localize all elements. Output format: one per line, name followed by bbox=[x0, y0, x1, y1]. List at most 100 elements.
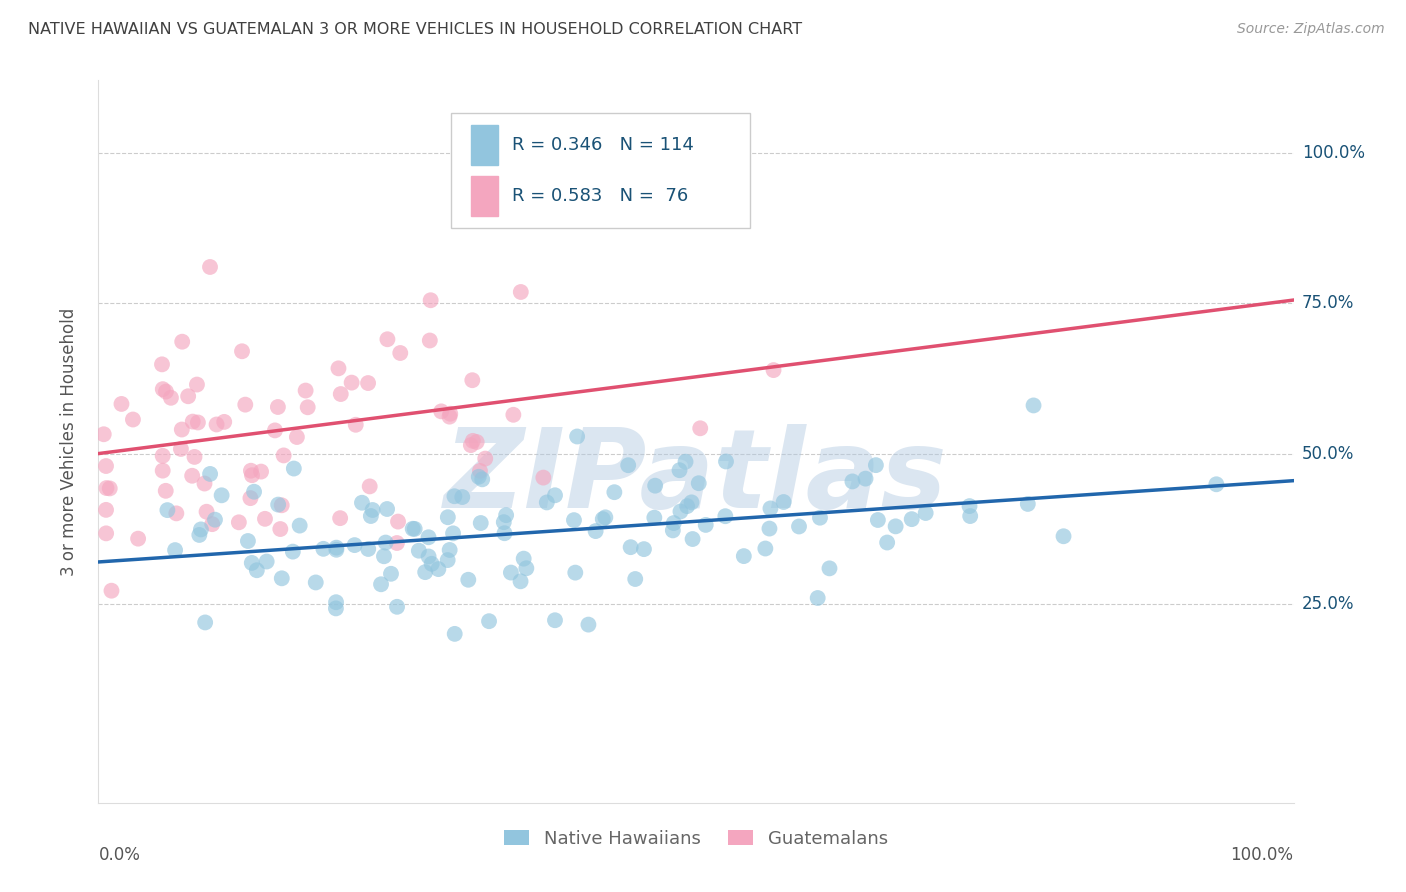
Point bbox=[165, 507, 187, 521]
Point bbox=[633, 542, 655, 557]
Point bbox=[436, 553, 458, 567]
Point bbox=[100, 583, 122, 598]
Point bbox=[150, 357, 173, 371]
Point bbox=[98, 482, 121, 496]
Point bbox=[194, 615, 217, 630]
Point bbox=[267, 498, 290, 512]
Point bbox=[329, 387, 352, 401]
Point bbox=[380, 566, 402, 581]
Point bbox=[509, 285, 531, 299]
Point bbox=[695, 517, 717, 532]
Point bbox=[181, 415, 204, 429]
Point bbox=[198, 467, 221, 481]
Point bbox=[377, 332, 399, 346]
Point bbox=[188, 528, 211, 542]
Point bbox=[211, 488, 233, 502]
Point bbox=[531, 470, 554, 484]
Point bbox=[617, 458, 640, 473]
Point bbox=[471, 472, 494, 486]
Point bbox=[644, 478, 666, 492]
Point bbox=[624, 572, 647, 586]
Point bbox=[841, 475, 863, 489]
Text: 0.0%: 0.0% bbox=[98, 847, 141, 864]
Point bbox=[759, 501, 782, 516]
Point bbox=[662, 516, 685, 530]
Point bbox=[183, 450, 205, 464]
Text: NATIVE HAWAIIAN VS GUATEMALAN 3 OR MORE VEHICLES IN HOUSEHOLD CORRELATION CHART: NATIVE HAWAIIAN VS GUATEMALAN 3 OR MORE … bbox=[28, 22, 803, 37]
Point bbox=[198, 260, 221, 274]
Point bbox=[461, 373, 484, 387]
Point bbox=[437, 510, 460, 524]
Point bbox=[305, 575, 328, 590]
Point bbox=[360, 509, 382, 524]
Point bbox=[855, 472, 877, 486]
Point bbox=[312, 541, 335, 556]
Point bbox=[359, 479, 381, 493]
FancyBboxPatch shape bbox=[451, 112, 749, 228]
Point bbox=[662, 524, 685, 538]
Point bbox=[374, 535, 396, 549]
Point bbox=[439, 543, 461, 558]
Y-axis label: 3 or more Vehicles in Household: 3 or more Vehicles in Household bbox=[59, 308, 77, 575]
Point bbox=[1205, 477, 1227, 491]
Point bbox=[212, 415, 235, 429]
Point bbox=[420, 557, 443, 571]
Text: 25.0%: 25.0% bbox=[1302, 595, 1354, 613]
Point bbox=[419, 293, 441, 308]
FancyBboxPatch shape bbox=[471, 126, 498, 165]
Point bbox=[494, 526, 516, 541]
Point bbox=[344, 417, 367, 432]
Point bbox=[389, 346, 412, 360]
Point bbox=[243, 484, 266, 499]
Point bbox=[427, 562, 450, 576]
Point bbox=[96, 481, 118, 495]
Point bbox=[714, 509, 737, 524]
Point bbox=[439, 407, 461, 421]
Point bbox=[499, 566, 522, 580]
Point bbox=[515, 561, 537, 575]
Point bbox=[402, 522, 425, 536]
Point bbox=[876, 535, 898, 549]
Point bbox=[714, 454, 737, 468]
Point bbox=[900, 512, 922, 526]
Point bbox=[177, 389, 200, 403]
Text: R = 0.583   N =  76: R = 0.583 N = 76 bbox=[512, 187, 688, 205]
Point bbox=[585, 524, 607, 538]
Point bbox=[181, 468, 204, 483]
Point bbox=[325, 601, 347, 615]
Point bbox=[273, 449, 295, 463]
Point bbox=[239, 464, 262, 478]
Point bbox=[152, 449, 174, 463]
Point bbox=[758, 522, 780, 536]
Legend: Native Hawaiians, Guatemalans: Native Hawaiians, Guatemalans bbox=[496, 822, 896, 855]
Point bbox=[165, 543, 187, 558]
Point bbox=[375, 502, 398, 516]
Point bbox=[451, 490, 474, 504]
Point bbox=[325, 541, 347, 555]
Point bbox=[155, 384, 177, 399]
Point bbox=[592, 512, 614, 526]
Point bbox=[565, 429, 588, 443]
Point bbox=[240, 468, 263, 483]
Text: 75.0%: 75.0% bbox=[1302, 294, 1354, 312]
Point bbox=[418, 530, 440, 544]
Point bbox=[408, 543, 430, 558]
Point bbox=[536, 495, 558, 509]
Point bbox=[1022, 399, 1045, 413]
Point bbox=[357, 376, 380, 390]
Point bbox=[329, 511, 352, 525]
Point bbox=[460, 438, 482, 452]
Point bbox=[187, 416, 209, 430]
FancyBboxPatch shape bbox=[471, 177, 498, 216]
Point bbox=[246, 563, 269, 577]
Point bbox=[689, 421, 711, 435]
Point bbox=[461, 434, 484, 448]
Point bbox=[256, 555, 278, 569]
Point bbox=[564, 566, 586, 580]
Point bbox=[94, 503, 117, 517]
Point bbox=[205, 417, 228, 432]
Point bbox=[94, 458, 117, 473]
Point bbox=[361, 503, 384, 517]
Point bbox=[270, 571, 292, 585]
Point bbox=[343, 538, 366, 552]
